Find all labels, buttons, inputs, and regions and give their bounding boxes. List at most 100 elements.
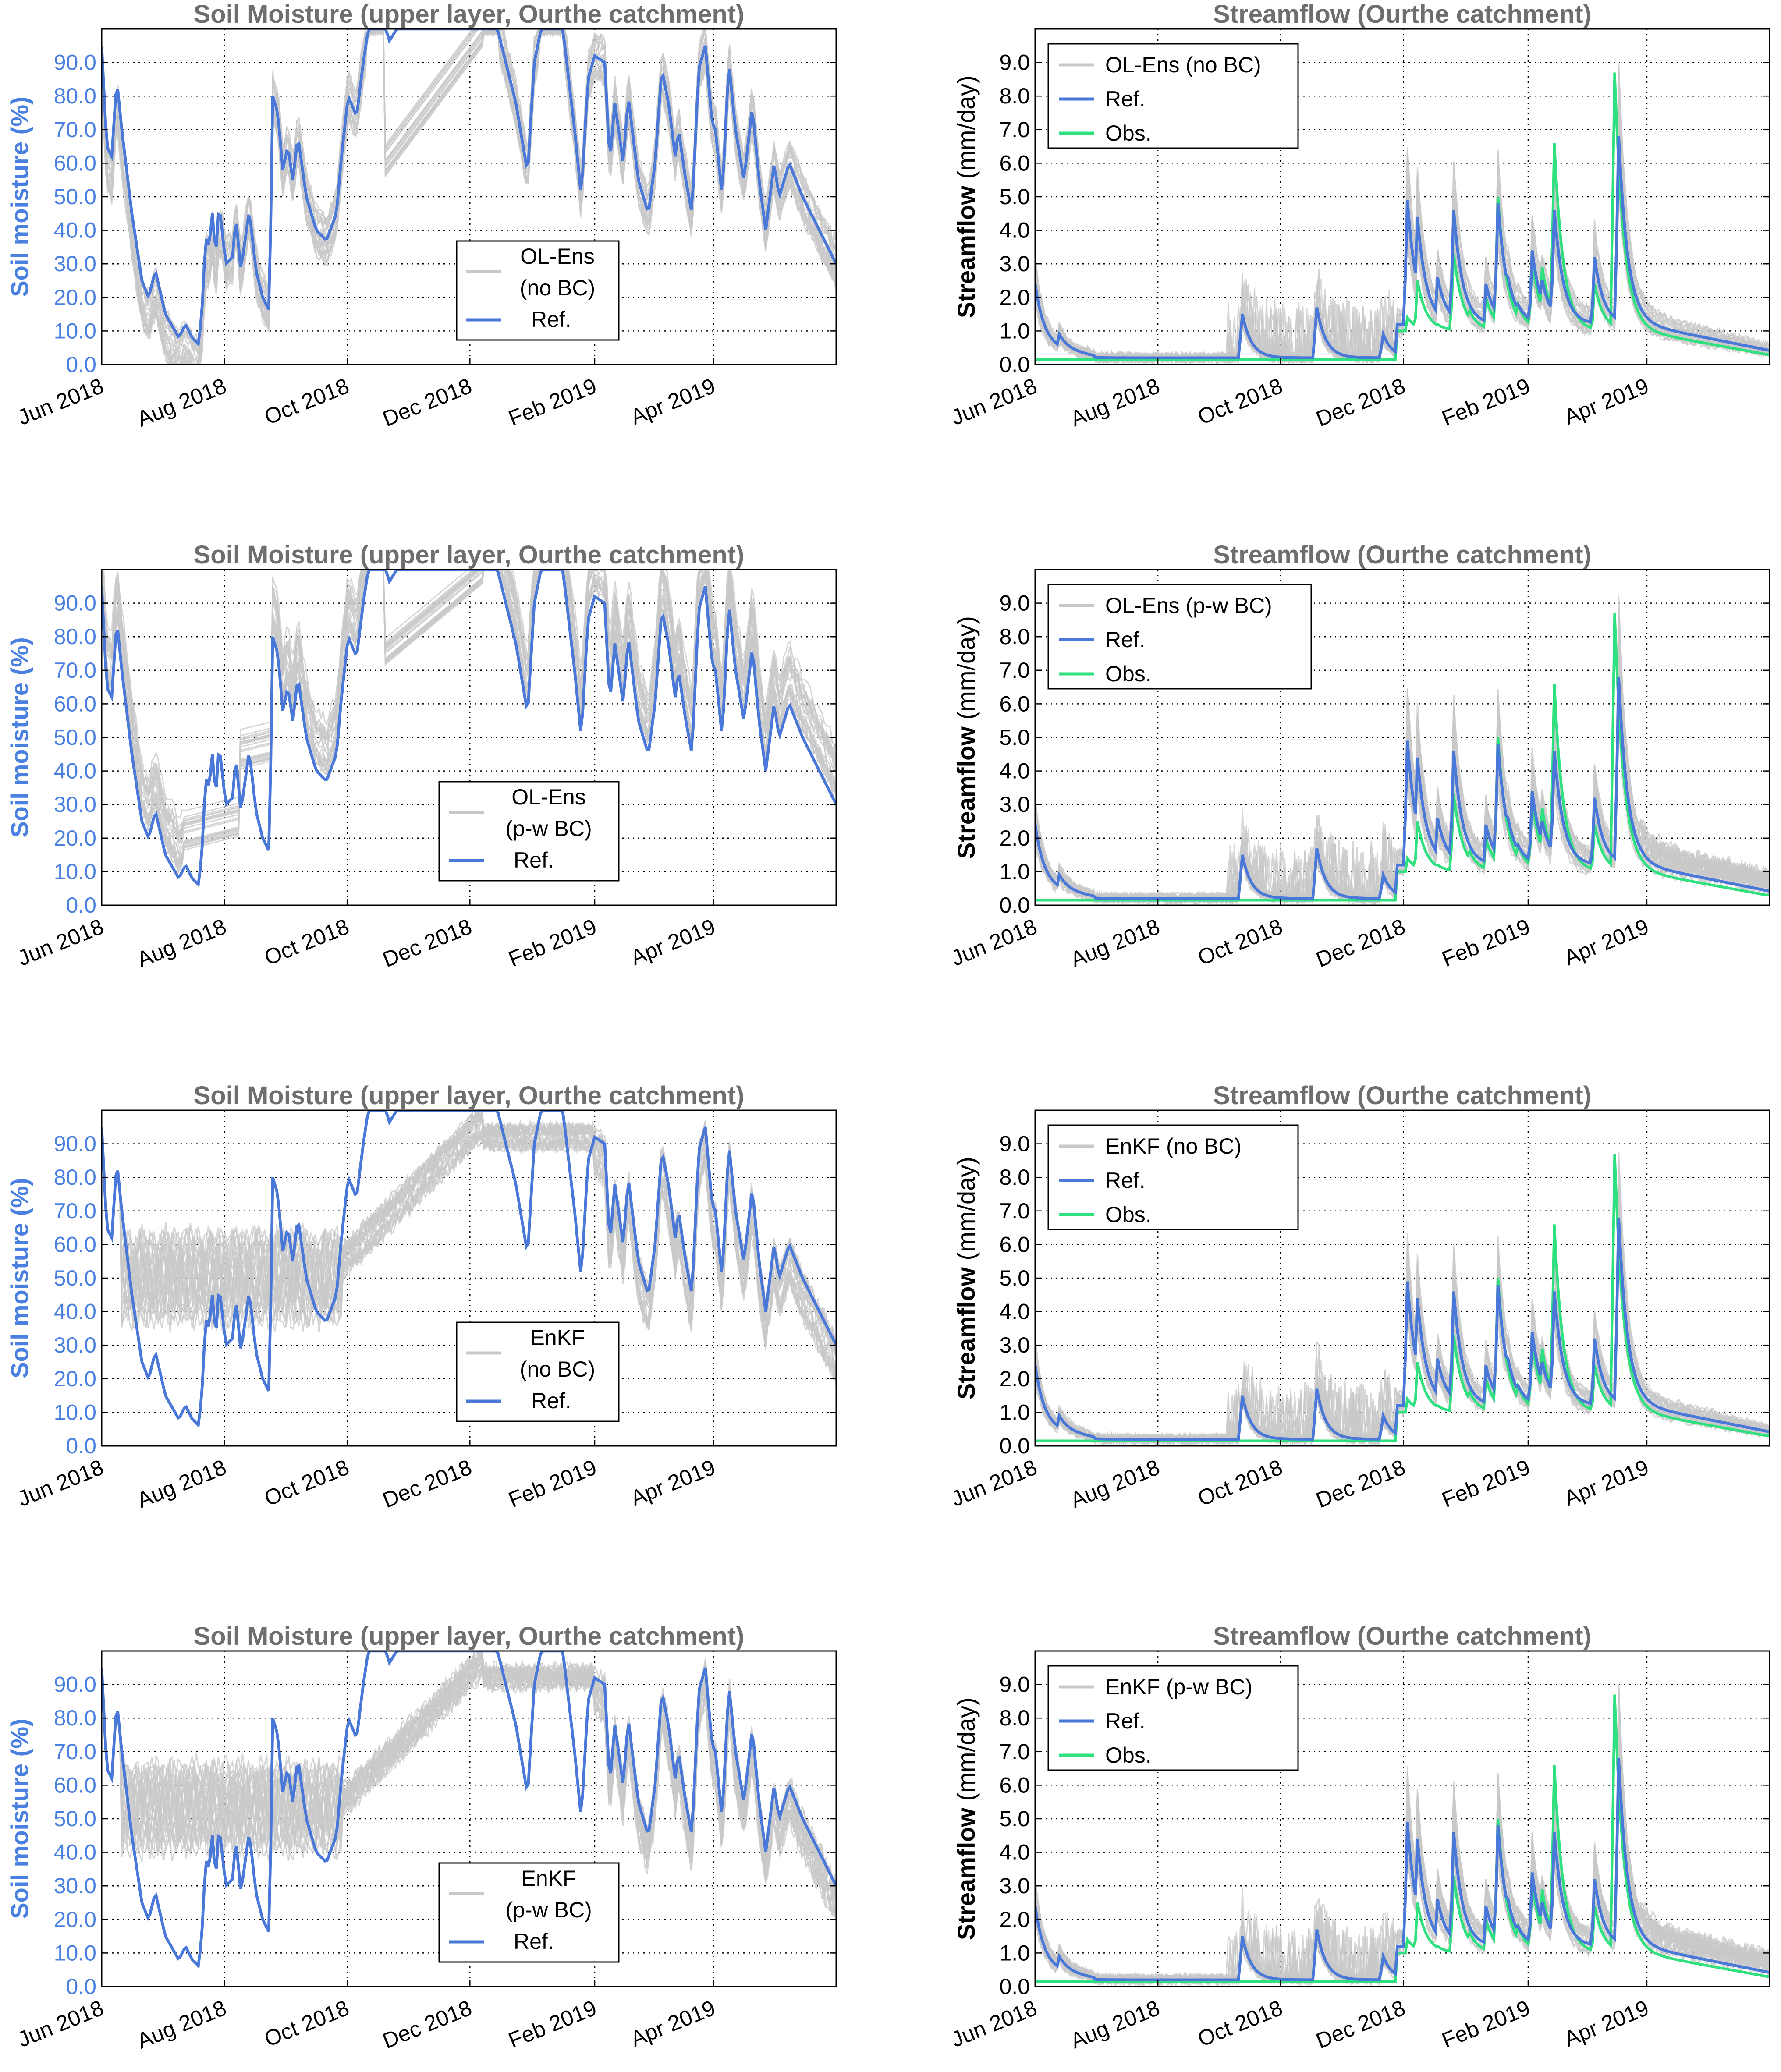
x-tick-label: Aug 2018 [134,1455,230,1512]
ensemble-line [102,1119,836,1369]
chart-title: Soil Moisture (upper layer, Ourthe catch… [194,1081,745,1110]
ensemble-line [102,570,836,844]
legend-box [438,1862,620,1963]
legend-ref-label: Ref. [531,307,571,332]
y-tick-label: 1.0 [999,1400,1030,1424]
y-tick-label: 60.0 [54,691,96,716]
ensemble-line [1035,1698,1770,1984]
ensemble-group [102,29,836,365]
y-tick-label: 70.0 [54,1199,96,1223]
y-tick-label: 10.0 [54,859,96,884]
x-tick-label: Feb 2019 [505,1455,600,1512]
x-tick-label: Aug 2018 [134,373,230,431]
ensemble-line [102,29,836,355]
y-tick-label: 0.0 [66,1434,96,1458]
ensemble-line [102,570,836,865]
panel-sm1: 0.0 10.0 20.0 30.0 40.0 50.0 60.0 70.0 80.0 90.0 J… [6,0,837,431]
y-axis-label-main: Streamflow [952,1801,980,1940]
x-tick-label: Feb 2019 [1438,1995,1533,2053]
ensemble-line [102,29,836,348]
y-tick-label: 0.0 [999,1434,1030,1458]
legend: OL-Ens (p-w BC) Ref. [438,781,620,882]
x-tick-label: Dec 2018 [379,1995,475,2053]
y-tick-label: 6.0 [999,1232,1030,1257]
x-tick-label: Dec 2018 [379,914,475,972]
x-tick-label: Apr 2019 [1561,1455,1652,1511]
y-tick-label: 30.0 [54,1874,96,1898]
x-tick-label: Aug 2018 [1067,373,1163,431]
y-tick-label: 9.0 [999,1672,1030,1697]
y-axis-label: Streamflow (mm/day) [952,1697,980,1940]
legend-ens-label-2: (p-w BC) [505,816,592,841]
y-tick-label: 20.0 [54,826,96,850]
legend-ref-label: Ref. [514,1929,554,1954]
legend-ens-label-2: (p-w BC) [505,1898,592,1922]
x-tick-label: Dec 2018 [1313,1995,1408,2053]
x-tick-label: Dec 2018 [379,373,475,431]
y-tick-label: 90.0 [54,591,96,616]
y-tick-label: 8.0 [999,1706,1030,1730]
y-tick-label: 7.0 [999,117,1030,142]
y-axis-label-main: Streamflow [952,1261,980,1399]
y-axis-label-unit: (mm/day) [952,1697,980,1801]
y-tick-label: 7.0 [999,1739,1030,1764]
x-tick-label: Apr 2019 [627,1995,719,2051]
x-tick-label: Oct 2018 [261,1995,352,2051]
y-tick-label: 90.0 [54,50,96,75]
x-tick-label: Oct 2018 [1194,1455,1286,1511]
y-tick-label: 30.0 [54,251,96,276]
ensemble-line [102,29,836,365]
chart-title: Soil Moisture (upper layer, Ourthe catch… [194,1622,745,1651]
x-tick-label: Aug 2018 [1067,914,1163,972]
ref-line [102,1110,836,1428]
y-tick-label: 70.0 [54,1739,96,1764]
y-tick-label: 5.0 [999,1266,1030,1290]
y-tick-label: 3.0 [999,1874,1030,1898]
y-tick-label: 40.0 [54,759,96,783]
y-axis-label: Streamflow (mm/day) [952,1157,980,1399]
y-tick-label: 9.0 [999,50,1030,75]
y-tick-label: 9.0 [999,1132,1030,1156]
y-axis-label-unit: (mm/day) [952,1157,980,1260]
y-tick-label: 1.0 [999,859,1030,884]
y-tick-label: 4.0 [999,218,1030,243]
legend-ref-label: Ref. [514,848,554,872]
legend-obs-label: Obs. [1105,662,1152,686]
y-axis-label: Streamflow (mm/day) [952,75,980,318]
ensemble-line [102,1668,836,1918]
y-axis-label: Soil moisture (%) [6,96,33,297]
x-tick-label: Jun 2018 [947,1995,1040,2052]
legend-box [456,1321,620,1422]
x-tick-label: Jun 2018 [14,914,107,970]
chart-title: Streamflow (Ourthe catchment) [1213,1081,1592,1110]
y-tick-label: 4.0 [999,759,1030,783]
y-tick-label: 0.0 [66,352,96,377]
y-tick-label: 8.0 [999,1165,1030,1190]
y-tick-label: 5.0 [999,725,1030,750]
y-tick-label: 3.0 [999,1333,1030,1357]
y-tick-label: 70.0 [54,117,96,142]
x-tick-label: Feb 2019 [1438,914,1533,971]
ensemble-line [102,570,836,861]
x-tick-label: Oct 2018 [1194,1995,1286,2051]
y-tick-label: 8.0 [999,84,1030,108]
y-axis-label: Soil moisture (%) [6,637,33,837]
legend: EnKF (p-w BC) Ref. [438,1862,620,1963]
y-tick-label: 10.0 [54,1941,96,1965]
y-tick-label: 50.0 [54,1266,96,1290]
y-tick-label: 50.0 [54,725,96,750]
y-axis-label: Soil moisture (%) [6,1178,33,1378]
legend-ref-label: Ref. [531,1388,571,1413]
y-tick-label: 90.0 [54,1132,96,1156]
legend: OL-Ens (p-w BC) Ref. Obs. [1047,584,1312,690]
legend-ens-label: EnKF (p-w BC) [1105,1675,1252,1699]
y-tick-label: 60.0 [54,151,96,175]
x-tick-label: Aug 2018 [134,1995,230,2053]
y-tick-label: 70.0 [54,658,96,683]
y-axis-label-main: Streamflow [952,720,980,859]
legend-box [1047,43,1299,149]
y-axis-label: Soil moisture (%) [6,1718,33,1919]
ensemble-line [102,1110,836,1345]
y-tick-label: 60.0 [54,1773,96,1797]
